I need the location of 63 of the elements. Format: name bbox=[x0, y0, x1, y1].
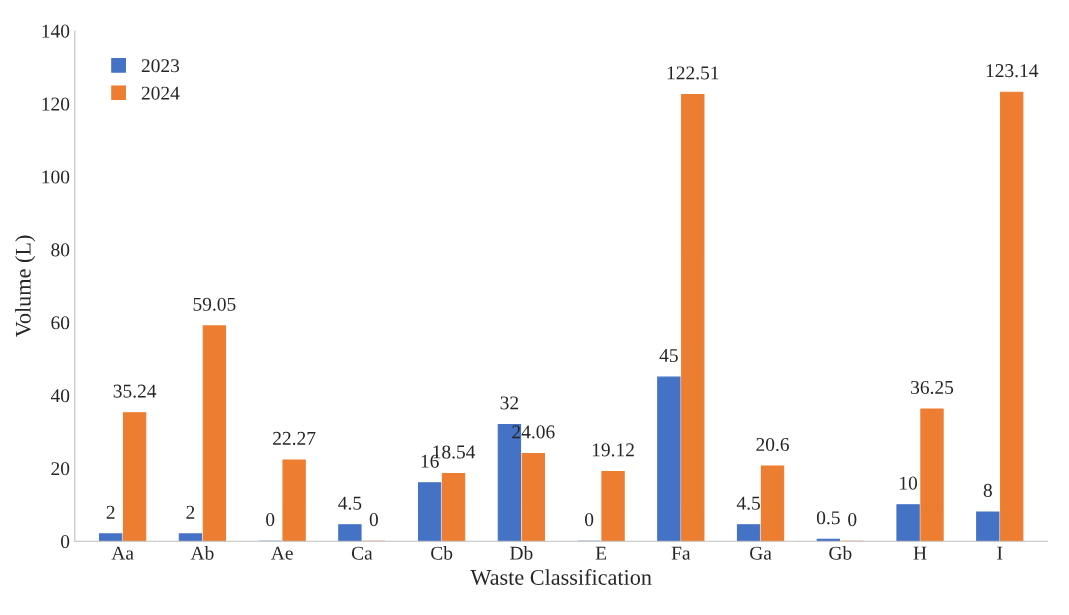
data-label: 36.25 bbox=[911, 380, 954, 395]
bar bbox=[657, 376, 681, 542]
bar bbox=[736, 524, 761, 542]
x-tick-label: Gb bbox=[829, 546, 852, 560]
x-tick-label: H bbox=[913, 546, 927, 560]
y-tick-label: 0 bbox=[60, 535, 70, 549]
data-label: 32 bbox=[500, 396, 519, 410]
bar bbox=[920, 408, 944, 542]
data-label: 0 bbox=[369, 513, 378, 527]
bar bbox=[896, 504, 920, 542]
data-label: 22.27 bbox=[273, 431, 316, 446]
data-label: 0 bbox=[848, 513, 857, 527]
data-label: 123.14 bbox=[986, 64, 1039, 78]
x-tick-label: E bbox=[595, 546, 607, 560]
data-label: 59.05 bbox=[193, 297, 236, 311]
bar bbox=[1000, 91, 1024, 542]
data-label: 4.5 bbox=[736, 496, 760, 510]
bar bbox=[760, 465, 785, 542]
data-label: 45 bbox=[659, 349, 678, 363]
data-label: 2 bbox=[106, 505, 115, 519]
x-axis-title: Waste Classification bbox=[470, 569, 652, 586]
data-label: 0 bbox=[585, 513, 594, 527]
bar bbox=[601, 470, 625, 542]
bar bbox=[202, 325, 227, 542]
data-label: 4.5 bbox=[338, 496, 362, 510]
y-tick-label: 60 bbox=[51, 316, 70, 330]
y-tick-label: 120 bbox=[42, 97, 70, 111]
x-tick-label: I bbox=[997, 546, 1003, 560]
legend-label: 2024 bbox=[141, 86, 180, 100]
y-tick-label: 80 bbox=[51, 243, 70, 257]
bar bbox=[681, 93, 705, 542]
y-tick-label: 100 bbox=[42, 170, 70, 184]
data-label: 35.24 bbox=[113, 384, 157, 398]
x-tick-label: Cb bbox=[431, 546, 453, 560]
bar bbox=[178, 533, 203, 542]
bar bbox=[122, 412, 147, 542]
y-tick-label: 140 bbox=[42, 24, 70, 38]
y-tick-label: 20 bbox=[51, 462, 70, 476]
bar bbox=[282, 459, 306, 542]
data-label: 10 bbox=[900, 476, 918, 490]
legend-label: 2023 bbox=[141, 59, 180, 73]
data-label: 2 bbox=[186, 505, 195, 519]
y-tick-label: 40 bbox=[50, 389, 70, 403]
bar bbox=[521, 452, 545, 542]
data-label: 0.5 bbox=[816, 511, 840, 525]
x-tick-label: Ca bbox=[351, 546, 373, 560]
x-tick-label: Db bbox=[510, 546, 533, 560]
data-label: 19.12 bbox=[592, 443, 634, 457]
bar bbox=[441, 473, 466, 542]
y-axis-title: Volume (L) bbox=[15, 235, 36, 338]
data-label: 0 bbox=[266, 513, 275, 527]
x-tick-label: Ab bbox=[190, 546, 214, 560]
bar bbox=[338, 524, 362, 542]
x-tick-label: Fa bbox=[671, 546, 691, 560]
data-label: 8 bbox=[983, 483, 992, 497]
x-tick-label: Aa bbox=[111, 546, 134, 560]
bar bbox=[99, 533, 123, 542]
data-label: 20.6 bbox=[756, 437, 789, 452]
bar bbox=[976, 511, 1000, 542]
data-label: 122.51 bbox=[667, 66, 719, 80]
x-tick-label: Ga bbox=[750, 546, 772, 560]
x-tick-label: Ae bbox=[271, 546, 293, 560]
bar bbox=[417, 482, 442, 542]
